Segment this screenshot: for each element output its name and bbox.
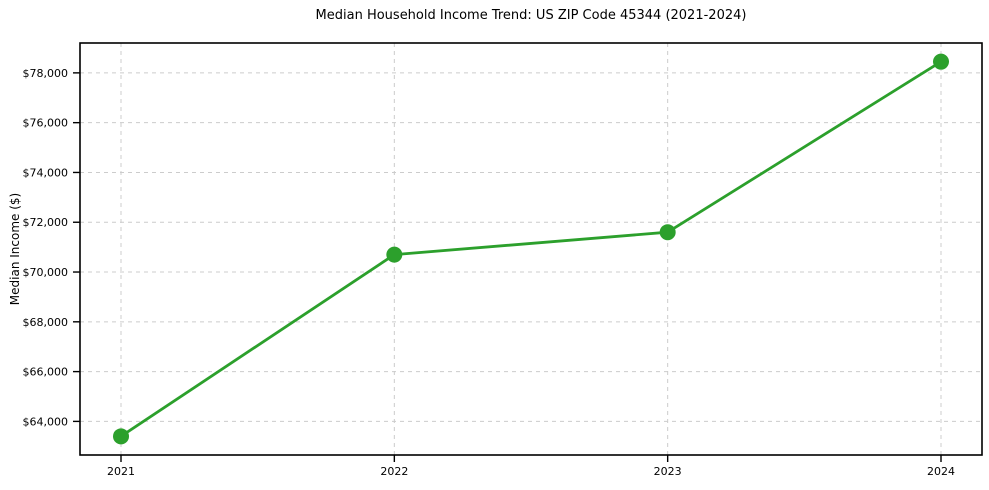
y-tick-label: $74,000	[23, 166, 69, 179]
trend-line	[119, 60, 943, 438]
x-tick-label: 2021	[107, 465, 135, 478]
y-tick-label: $76,000	[23, 117, 69, 130]
data-point-marker	[386, 246, 403, 263]
y-tick-label: $78,000	[23, 67, 69, 80]
data-point-marker	[113, 428, 129, 445]
y-tick-label: $70,000	[23, 266, 69, 279]
x-tick-label: 2022	[380, 465, 408, 478]
plot-border	[79, 42, 983, 456]
data-point-marker	[659, 224, 676, 241]
y-tick-label: $66,000	[23, 366, 69, 379]
y-tick-label: $68,000	[23, 316, 69, 329]
data-point-marker	[933, 53, 949, 70]
x-tick-label: 2024	[927, 465, 955, 478]
y-tick-label: $64,000	[23, 415, 69, 428]
x-tick-label: 2023	[654, 465, 682, 478]
chart-title: Median Household Income Trend: US ZIP Co…	[315, 8, 747, 23]
y-tick-label: $72,000	[23, 216, 69, 229]
